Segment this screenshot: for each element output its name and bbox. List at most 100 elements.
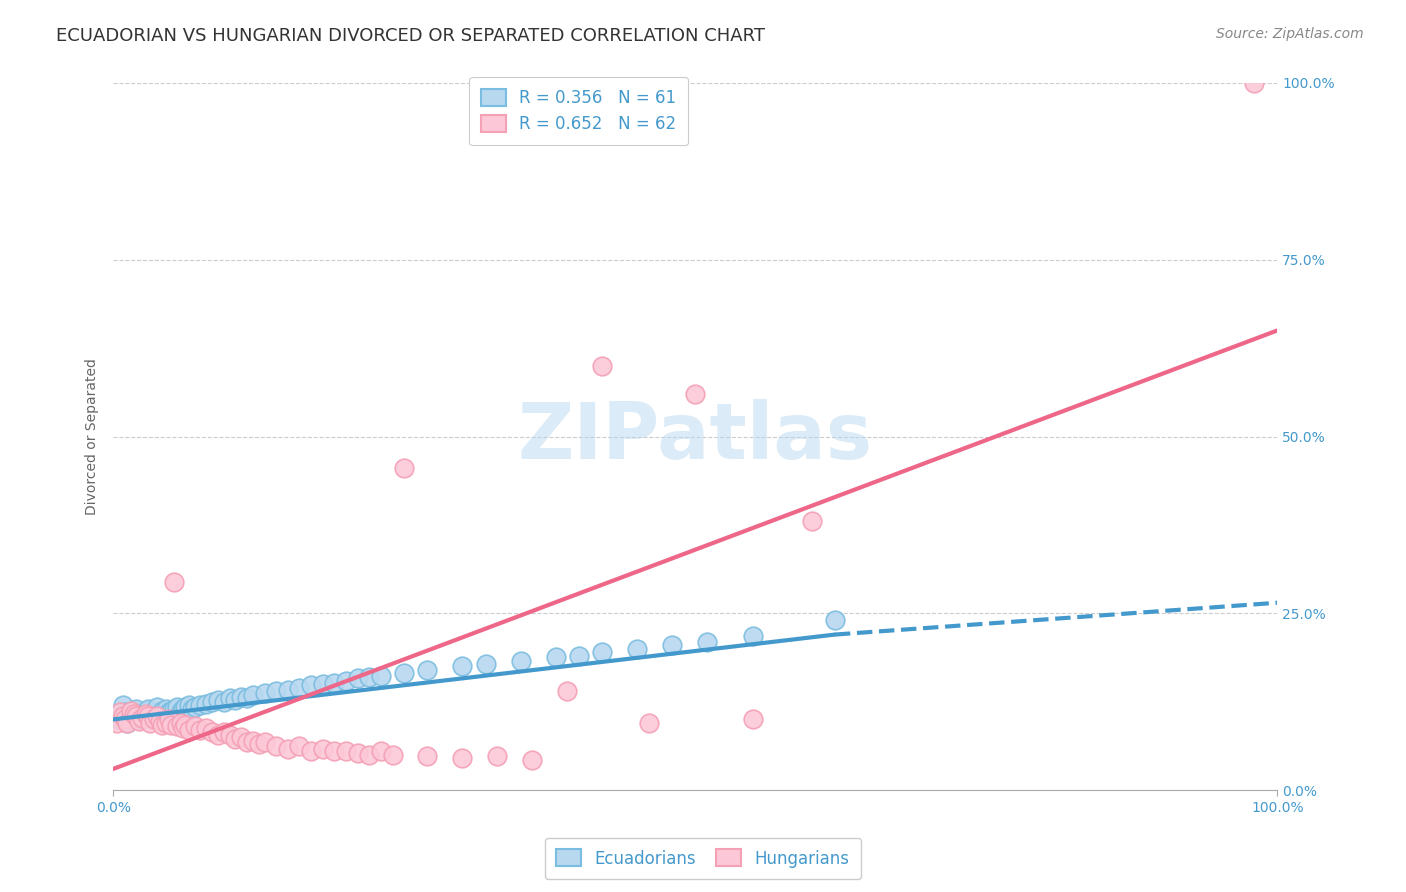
Point (160, 704, 183, 718)
Point (253, 685, 276, 699)
Point (212, 725, 235, 739)
Point (824, 614, 846, 628)
Point (555, 684, 578, 698)
Text: ZIPatlas: ZIPatlas (517, 399, 873, 475)
Point (236, 691, 259, 706)
Point (157, 706, 180, 720)
Point (190, 698, 212, 713)
Point (174, 718, 197, 732)
Point (544, 650, 567, 665)
Point (139, 715, 162, 730)
Point (115, 715, 138, 730)
Point (207, 692, 229, 706)
Point (522, 754, 544, 768)
Point (661, 638, 683, 652)
Point (591, 359, 613, 373)
Point (166, 719, 188, 733)
Point (108, 706, 131, 720)
Point (359, 747, 381, 762)
Point (155, 715, 177, 730)
Point (128, 713, 150, 727)
Point (135, 704, 157, 718)
Point (288, 739, 311, 754)
Point (149, 714, 172, 728)
Point (146, 709, 169, 723)
Point (370, 744, 392, 758)
Point (111, 698, 134, 713)
Point (195, 721, 218, 735)
Point (451, 751, 474, 765)
Point (299, 678, 322, 692)
Point (568, 648, 591, 663)
Point (277, 682, 299, 697)
Point (131, 711, 153, 725)
Point (155, 702, 177, 716)
Point (277, 742, 299, 756)
Text: ECUADORIAN VS HUNGARIAN DIVORCED OR SEPARATED CORRELATION CHART: ECUADORIAN VS HUNGARIAN DIVORCED OR SEPA… (56, 27, 765, 45)
Y-axis label: Divorced or Separated: Divorced or Separated (86, 358, 100, 515)
Point (288, 681, 311, 695)
Point (163, 574, 186, 589)
Point (335, 673, 357, 688)
Point (626, 641, 648, 656)
Point (742, 713, 765, 727)
Point (451, 659, 474, 673)
Point (231, 690, 253, 704)
Point (253, 735, 276, 749)
Point (183, 699, 205, 714)
Point (163, 702, 186, 716)
Point (170, 715, 193, 730)
Point (108, 713, 131, 727)
Point (190, 723, 212, 737)
Point (236, 735, 259, 749)
Point (160, 718, 183, 732)
Point (218, 728, 240, 742)
Point (128, 714, 150, 728)
Point (312, 677, 335, 691)
Point (392, 666, 415, 681)
Point (800, 515, 823, 529)
Point (683, 387, 706, 401)
Point (201, 725, 224, 739)
Legend: R = 0.356   N = 61, R = 0.652   N = 62: R = 0.356 N = 61, R = 0.652 N = 62 (470, 77, 688, 145)
Point (323, 744, 346, 758)
Point (224, 692, 246, 706)
Point (509, 655, 531, 669)
Point (139, 709, 162, 723)
Point (131, 706, 153, 721)
Point (264, 684, 287, 698)
Point (416, 663, 439, 677)
Point (125, 702, 148, 716)
Point (172, 702, 194, 716)
Point (591, 645, 613, 659)
Point (157, 713, 180, 727)
Point (177, 698, 200, 713)
Text: Source: ZipAtlas.com: Source: ZipAtlas.com (1216, 27, 1364, 41)
Point (125, 709, 148, 723)
Legend: Ecuadorians, Hungarians: Ecuadorians, Hungarians (544, 838, 862, 880)
Point (146, 699, 169, 714)
Point (177, 723, 200, 737)
Point (183, 719, 205, 733)
Point (114, 713, 136, 727)
Point (150, 704, 173, 718)
Point (115, 715, 138, 730)
Point (218, 691, 240, 706)
Point (637, 715, 659, 730)
Point (346, 672, 368, 686)
Point (142, 706, 165, 720)
Point (120, 704, 142, 718)
Point (370, 668, 392, 682)
Point (486, 749, 509, 764)
Point (474, 657, 496, 672)
Point (242, 688, 264, 702)
Point (105, 715, 128, 730)
Point (170, 704, 193, 718)
Point (381, 747, 404, 762)
Point (122, 706, 145, 721)
Point (392, 461, 415, 475)
Point (212, 695, 235, 709)
Point (247, 737, 270, 751)
Point (312, 742, 335, 756)
Point (114, 706, 136, 720)
